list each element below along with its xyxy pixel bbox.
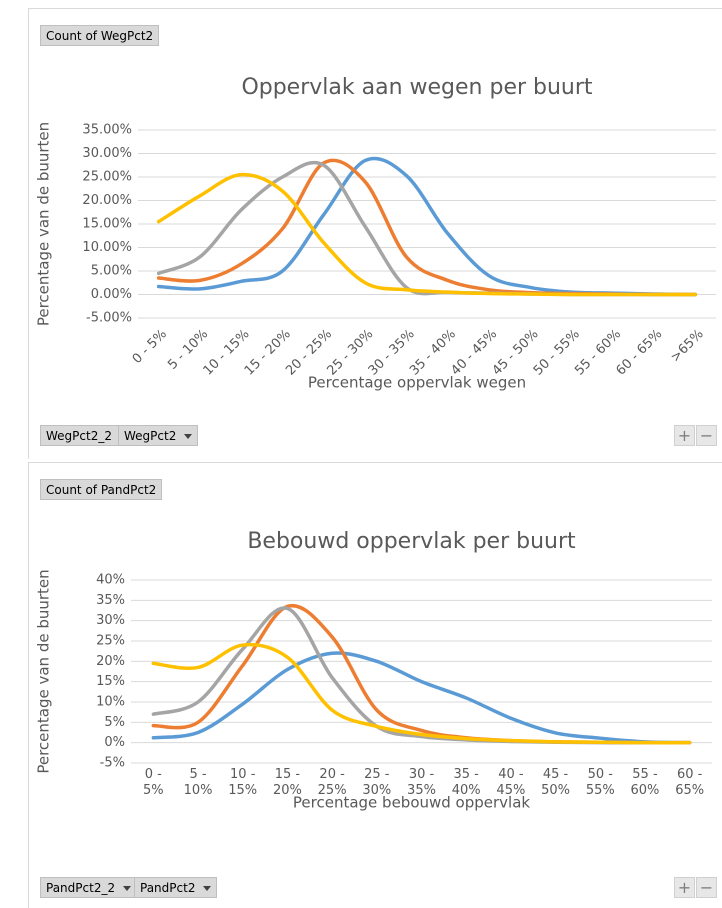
x-tick-label-box: 40 - 45% <box>496 767 526 798</box>
y-tick-label: 0.00% <box>91 287 132 302</box>
y-tick-label: 0% <box>104 735 125 750</box>
axis-field-button[interactable]: WegPct2 <box>118 425 199 446</box>
chart-panel <box>28 8 722 459</box>
y-tick-label: 25.00% <box>82 170 132 185</box>
x-axis-label: Percentage oppervlak wegen <box>308 374 526 392</box>
y-tick-label: -5% <box>100 756 125 771</box>
zoom-in[interactable]: + <box>674 877 695 898</box>
x-tick-label: 20 - 25% <box>317 767 347 798</box>
y-axis-label: Percentage van de buurten <box>35 569 53 773</box>
x-tick-label-box: 10 - 15% <box>228 767 258 798</box>
zoom-in[interactable]: + <box>674 425 695 446</box>
x-tick-label: 0 - 5% <box>130 327 170 367</box>
x-tick-label: 60 - 65% <box>675 767 705 798</box>
axis-field-button[interactable]: WegPct2_2 <box>40 425 134 446</box>
y-tick-label: 15% <box>96 674 125 689</box>
label: WegPct2 <box>124 429 177 443</box>
x-tick-label-box: 30 - 35% <box>407 767 436 798</box>
chart: Bebouwd oppervlak per buurt Percentage va… <box>35 529 712 812</box>
x-tick-label-box: 35 - 40% <box>451 767 481 798</box>
y-tick-label: 15.00% <box>82 217 132 232</box>
y-tick-label: 5% <box>104 715 125 730</box>
x-tick-label: 15 - 20% <box>272 767 302 798</box>
x-tick-label-box: 60 - 65% <box>675 767 705 798</box>
y-tick-label: 20% <box>96 654 125 669</box>
x-tick-label-box: 15 - 20% <box>272 767 302 798</box>
y-tick-label: 30% <box>96 613 125 628</box>
x-axis-label: Percentage bebouwd oppervlak <box>293 794 531 812</box>
x-tick-label: 35 - 40% <box>451 767 481 798</box>
x-tick-label: 10 - 15% <box>228 767 258 798</box>
chart-title: Oppervlak aan wegen per buurt <box>241 75 592 100</box>
series-line <box>151 642 692 745</box>
series-line <box>156 160 698 297</box>
chart: Oppervlak aan wegen per buurt Percentage … <box>35 75 716 392</box>
x-tick-label: 50 - 55% <box>585 767 615 798</box>
x-tick-label-box: 25 - 30% <box>362 767 392 798</box>
value-field-button[interactable]: Count of WegPct2 <box>40 25 160 46</box>
x-tick-label-box: 0 - 5% <box>143 767 164 798</box>
zoom-out[interactable]: − <box>696 425 717 446</box>
x-tick-label-box: 50 - 55% <box>585 767 615 798</box>
label: PandPct2 <box>140 881 196 895</box>
x-tick-label: 30 - 35% <box>407 767 436 798</box>
x-tick-label-box: 5 - 10% <box>183 767 213 798</box>
y-tick-label: 30.00% <box>82 146 132 161</box>
y-tick-label: 40% <box>96 573 125 588</box>
y-tick-label: 10.00% <box>82 240 132 255</box>
y-tick-label: 20.00% <box>82 193 132 208</box>
x-tick-label: 55 - 60% <box>630 767 660 798</box>
x-tick-label: 5 - 10% <box>183 767 213 798</box>
y-tick-label: 10% <box>96 695 125 710</box>
series-line <box>151 651 692 745</box>
series-line <box>156 172 698 297</box>
value-field-button[interactable]: Count of PandPct2 <box>40 479 163 500</box>
y-tick-label: 35% <box>96 593 125 608</box>
x-tick-label-box: 20 - 25% <box>317 767 347 798</box>
x-tick-label: 40 - 45% <box>496 767 526 798</box>
label: WegPct2_2 <box>46 429 112 443</box>
axis-field-button[interactable]: PandPct2_2 <box>40 877 138 898</box>
y-tick-label: 5.00% <box>91 264 132 279</box>
chart-panel <box>28 462 722 908</box>
y-tick-label: -5.00% <box>86 311 132 326</box>
x-tick-label: 25 - 30% <box>362 767 392 798</box>
series-line <box>156 158 698 297</box>
y-tick-label: 25% <box>96 634 125 649</box>
x-tick-label-box: 55 - 60% <box>630 767 660 798</box>
x-tick-label: 45 - 50% <box>541 767 571 798</box>
y-tick-label: 35.00% <box>82 123 132 138</box>
axis-field-button[interactable]: PandPct2 <box>134 877 218 898</box>
y-axis-label: Percentage van de buurten <box>35 122 53 326</box>
x-tick-label-box: 45 - 50% <box>541 767 571 798</box>
x-tick-label: 0 - 5% <box>143 767 164 798</box>
chart-title: Bebouwd oppervlak per buurt <box>247 529 576 554</box>
label: PandPct2_2 <box>46 881 116 895</box>
zoom-out[interactable]: − <box>696 877 717 898</box>
x-tick-label: >65% <box>668 327 707 366</box>
